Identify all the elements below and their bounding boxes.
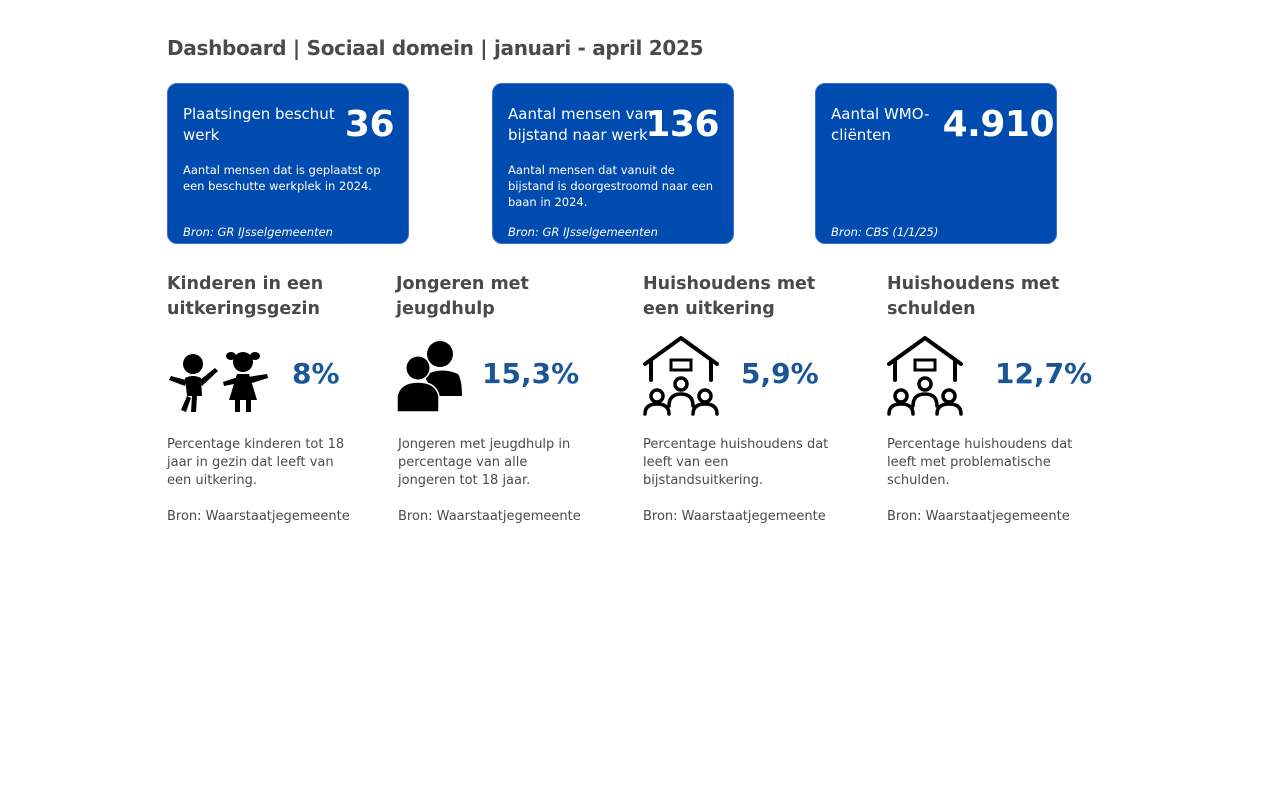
card-description: Aantal mensen dat is geplaatst op een be… xyxy=(183,163,381,193)
stat-source: Bron: Waarstaatjegemeente xyxy=(887,509,1070,524)
stat-heading: Huishoudens met schulden xyxy=(887,274,1060,319)
stat-source: Bron: Waarstaatjegemeente xyxy=(398,509,581,524)
stat-jongeren-jeugdhulp: Jongeren met jeugdhulp 15,3% Jongeren me… xyxy=(396,272,596,524)
stat-huishoudens-schulden: Huishoudens met schulden 12,7% Percentag… xyxy=(887,272,1092,524)
stat-heading: Kinderen in een uitkeringsgezin xyxy=(167,274,324,319)
household-icon xyxy=(887,334,967,420)
stat-value: 15,3% xyxy=(482,357,580,390)
card-label: Aantal mensen van bijstand naar werk xyxy=(508,105,654,144)
card-value: 136 xyxy=(645,104,719,145)
household-icon xyxy=(643,334,723,420)
stat-kinderen-uitkeringsgezin: Kinderen in een uitkeringsgezin 8% Perce… xyxy=(167,272,367,524)
people-icon xyxy=(396,334,466,418)
children-icon xyxy=(167,334,271,418)
stat-huishoudens-uitkering: Huishoudens met een uitkering 5,9% Perce… xyxy=(643,272,843,524)
stat-description: Jongeren met jeugdhulp in percentage van… xyxy=(398,437,571,488)
stat-value: 5,9% xyxy=(741,357,819,390)
stat-description: Percentage kinderen tot 18 jaar in gezin… xyxy=(167,437,345,488)
stat-heading: Jongeren met jeugdhulp xyxy=(396,274,529,319)
card-source: Bron: GR IJsselgemeenten xyxy=(183,225,333,239)
stat-description: Percentage huishoudens dat leeft van een… xyxy=(643,437,829,488)
stat-description: Percentage huishoudens dat leeft met pro… xyxy=(887,437,1073,488)
card-label: Aantal WMO-cliënten xyxy=(831,105,930,144)
card-label: Plaatsingen beschut werk xyxy=(183,105,335,144)
card-source: Bron: GR IJsselgemeenten xyxy=(508,225,658,239)
kpi-card-wmo-clienten: Aantal WMO-cliënten 4.910 Bron: CBS (1/1… xyxy=(815,83,1057,244)
card-value: 4.910 xyxy=(942,104,1055,145)
card-source: Bron: CBS (1/1/25) xyxy=(831,225,939,239)
card-description: Aantal mensen dat vanuit de bijstand is … xyxy=(508,163,714,209)
stat-source: Bron: Waarstaatjegemeente xyxy=(643,509,826,524)
kpi-card-beschut-werk: Plaatsingen beschut werk 36 Aantal mense… xyxy=(167,83,409,244)
stat-heading: Huishoudens met een uitkering xyxy=(643,274,816,319)
card-value: 36 xyxy=(344,104,395,145)
kpi-card-bijstand-naar-werk: Aantal mensen van bijstand naar werk 136… xyxy=(492,83,734,244)
stat-value: 8% xyxy=(292,357,340,390)
page-title: Dashboard | Sociaal domein | januari - a… xyxy=(167,36,704,60)
stat-value: 12,7% xyxy=(995,357,1093,390)
stat-source: Bron: Waarstaatjegemeente xyxy=(167,509,350,524)
